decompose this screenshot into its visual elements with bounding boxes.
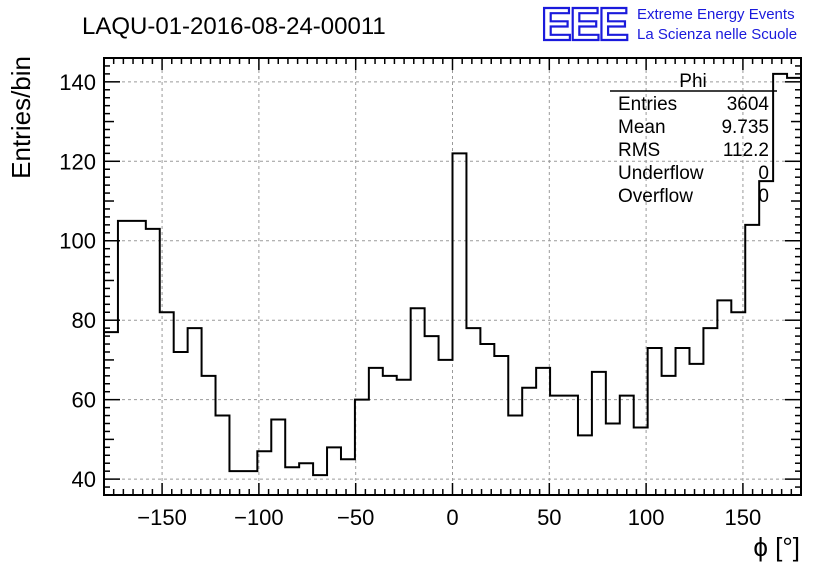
histogram-bin: [216, 416, 230, 495]
y-tick-label: 100: [59, 229, 96, 254]
histogram-bin: [439, 360, 453, 495]
histogram-bin: [564, 396, 578, 495]
x-tick-labels: −150 −100 −50 0 50 100 150: [137, 505, 761, 530]
logo-mark: EEE: [541, 0, 627, 50]
y-tick-label: 120: [59, 149, 96, 174]
stats-box: Phi Entries 3604 Mean 9.735 RMS 112.2 Underflo…: [610, 71, 777, 207]
histogram-bin: [299, 463, 313, 495]
histogram-bin: [676, 348, 690, 495]
histogram-bin: [494, 356, 508, 495]
histogram-bin: [202, 376, 216, 495]
histogram-bin: [480, 344, 494, 495]
stats-value: 0: [758, 163, 769, 184]
x-tick-label: 100: [628, 505, 665, 530]
histogram-bin: [341, 459, 355, 495]
stats-label: Underflow: [618, 163, 704, 184]
logo-line-2: La Scienza nelle Scuole: [637, 26, 797, 43]
histogram-bin: [243, 471, 257, 495]
y-tick-label: 80: [72, 308, 96, 333]
y-tick-labels: 40 60 80 100 120 140: [59, 70, 96, 492]
logo: EEE Extreme Energy Events La Scienza nel…: [540, 0, 797, 51]
stats-rows: Entries 3604 Mean 9.735 RMS 112.2 Underflow 0 Ov…: [618, 94, 769, 207]
histogram-bin: [313, 475, 327, 495]
y-axis-label: Entries/bin: [6, 56, 36, 179]
stats-value: 0: [758, 186, 769, 207]
histogram-bin: [717, 300, 731, 495]
histogram-bin: [327, 447, 341, 495]
histogram-outline: [104, 72, 801, 477]
histogram-bin: [397, 380, 411, 495]
histogram-bin: [466, 328, 480, 495]
axis-ticks: [104, 58, 801, 495]
y-tick-label: 140: [59, 70, 96, 95]
stats-value: 9.735: [721, 117, 769, 138]
histogram-bin: [271, 420, 285, 495]
histogram-bin: [787, 78, 801, 495]
histogram-bin: [174, 352, 188, 495]
histogram-bars: [104, 72, 801, 495]
histogram-bin: [703, 328, 717, 495]
histogram-bin: [355, 400, 369, 495]
y-tick-label: 40: [72, 467, 96, 492]
histogram-bin: [411, 308, 425, 495]
x-tick-label: 0: [446, 505, 458, 530]
histogram-bin: [453, 153, 467, 495]
histogram-bin: [648, 348, 662, 495]
x-tick-label: 50: [537, 505, 561, 530]
x-tick-label: 150: [725, 505, 762, 530]
histogram-bin: [425, 336, 439, 495]
histogram-bin: [759, 181, 773, 495]
stats-label: Entries: [618, 94, 677, 115]
chart-title: LAQU-01-2016-08-24-00011: [82, 13, 386, 40]
histogram-bin: [132, 221, 146, 495]
histogram-bin: [550, 396, 564, 495]
histogram-bin: [578, 435, 592, 495]
histogram-bin: [118, 221, 132, 495]
x-tick-label: −100: [234, 505, 284, 530]
histogram-bin: [620, 396, 634, 495]
histogram-bin: [592, 372, 606, 495]
stats-value: 112.2: [723, 140, 769, 161]
stats-label: RMS: [618, 140, 660, 161]
stats-label: Overflow: [618, 186, 693, 207]
y-tick-label: 60: [72, 388, 96, 413]
histogram-bin: [369, 368, 383, 495]
histogram-bin: [536, 368, 550, 495]
stats-title: Phi: [679, 71, 706, 92]
histogram-bin: [662, 376, 676, 495]
x-tick-label: −150: [137, 505, 187, 530]
histogram-bin: [689, 364, 703, 495]
histogram-bin: [188, 328, 202, 495]
histogram-bin: [383, 376, 397, 495]
histogram-bin: [508, 416, 522, 495]
histogram-bin: [229, 471, 243, 495]
histogram-bin: [773, 74, 787, 495]
stats-label: Mean: [618, 117, 666, 138]
x-tick-label: −50: [337, 505, 374, 530]
stats-value: 3604: [727, 94, 770, 115]
x-axis-label: ϕ [°]: [753, 532, 800, 562]
histogram-bin: [745, 225, 759, 495]
histogram-bin: [146, 229, 160, 495]
logo-line-1: Extreme Energy Events: [637, 6, 795, 23]
histogram-bin: [606, 423, 620, 495]
